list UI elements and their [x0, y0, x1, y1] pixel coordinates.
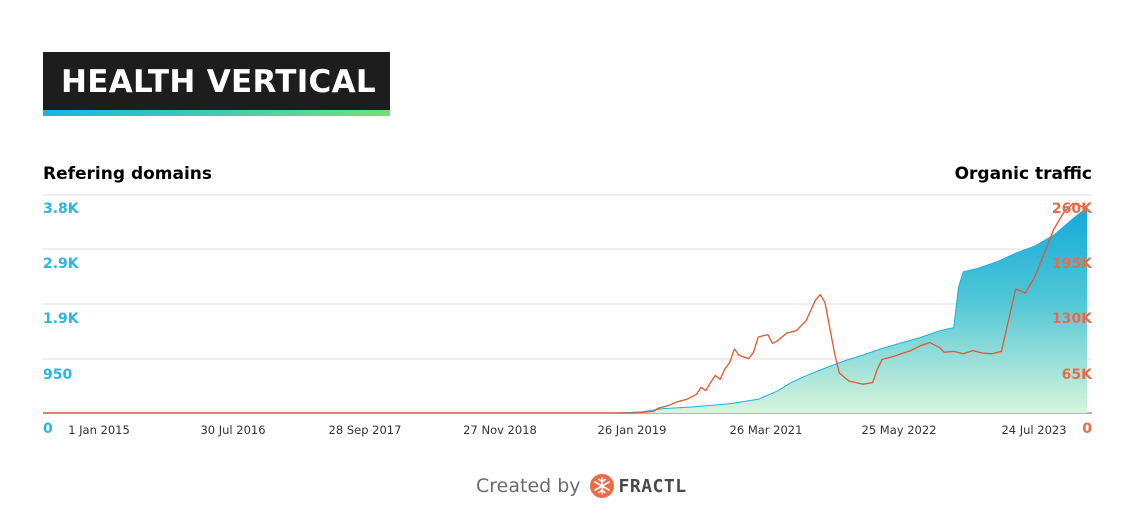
footer-credit: Created by FRACTL [476, 472, 687, 500]
refering-domains-area [43, 207, 1088, 413]
x-tick-label: 27 Nov 2018 [463, 423, 537, 437]
refering-domains-edge [43, 206, 1088, 414]
x-tick-label: 26 Mar 2021 [730, 423, 803, 437]
title-gradient-bar [43, 110, 390, 116]
created-by-text: Created by [476, 475, 581, 497]
x-tick-label: 24 Jul 2023 [1001, 423, 1066, 437]
right-y-tick-label: 65K [1062, 367, 1093, 383]
right-y-tick-label: 195K [1052, 256, 1093, 272]
left-axis-title: Refering domains [43, 164, 213, 184]
brand-logo: FRACTL [589, 473, 687, 499]
x-tick-label: 1 Jan 2015 [68, 423, 130, 437]
left-y-tick-label: 1.9K [43, 311, 80, 327]
right-y-tick-label: 0 [1082, 421, 1092, 437]
right-y-tick-label: 130K [1052, 311, 1093, 327]
x-tick-label: 26 Jan 2019 [598, 423, 667, 437]
fractl-snowflake-icon [589, 474, 614, 498]
left-y-tick-label: 3.8K [43, 201, 80, 217]
left-y-tick-label: 2.9K [43, 256, 80, 272]
x-tick-label: 30 Jul 2016 [200, 423, 265, 437]
x-tick-label: 25 May 2022 [862, 423, 937, 437]
left-y-tick-label: 0 [43, 421, 53, 437]
left-y-tick-label: 950 [43, 367, 72, 383]
organic-traffic-line [43, 202, 1088, 414]
page-title: HEALTH VERTICAL [61, 64, 376, 100]
right-y-tick-label: 260K [1052, 201, 1093, 217]
title-banner: HEALTH VERTICAL [43, 52, 390, 116]
chart-area: 0 950 1.9K 2.9K 3.8K 0 65K 130K 195K 260K 1 Jan 20… [43, 194, 1093, 437]
brand-name: FRACTL [618, 475, 687, 497]
x-tick-label: 28 Sep 2017 [329, 423, 402, 437]
right-axis-title: Organic traffic [954, 164, 1092, 184]
